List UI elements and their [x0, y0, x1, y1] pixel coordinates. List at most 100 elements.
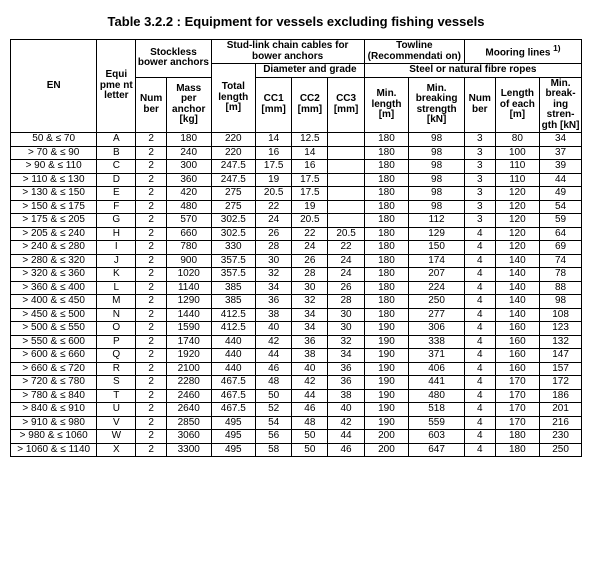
table-cell: 4: [464, 389, 495, 403]
table-cell: 160: [495, 322, 540, 336]
table-cell: 46: [328, 443, 364, 457]
table-cell: 495: [211, 443, 256, 457]
table-cell: 48: [256, 376, 292, 390]
table-cell: [328, 133, 364, 147]
table-cell: 1740: [166, 335, 211, 349]
table-cell: 38: [256, 308, 292, 322]
table-cell: 4: [464, 335, 495, 349]
table-cell: 44: [256, 349, 292, 363]
table-cell: 58: [256, 443, 292, 457]
table-cell: 660: [166, 227, 211, 241]
table-cell: 22: [292, 227, 328, 241]
table-cell: 300: [166, 160, 211, 174]
table-cell: 32: [292, 295, 328, 309]
table-cell: 2: [136, 133, 167, 147]
table-row: 50 & ≤ 70A21802201412.51809838034: [11, 133, 582, 147]
table-cell: 3: [464, 214, 495, 228]
table-cell: 357.5: [211, 254, 256, 268]
table-cell: > 90 & ≤ 110: [11, 160, 97, 174]
table-cell: 17.5: [256, 160, 292, 174]
table-cell: 207: [409, 268, 465, 282]
table-cell: 40: [256, 322, 292, 336]
table-cell: 132: [540, 335, 582, 349]
table-cell: 4: [464, 349, 495, 363]
table-cell: 3: [464, 133, 495, 147]
table-cell: > 240 & ≤ 280: [11, 241, 97, 255]
th-total-len: Total length [m]: [211, 64, 256, 133]
table-cell: A: [97, 133, 136, 147]
table-cell: 357.5: [211, 268, 256, 282]
table-cell: 4: [464, 362, 495, 376]
table-cell: 54: [540, 200, 582, 214]
table-cell: 190: [364, 362, 409, 376]
table-cell: 1590: [166, 322, 211, 336]
table-cell: 110: [495, 160, 540, 174]
table-cell: O: [97, 322, 136, 336]
table-cell: 180: [364, 146, 409, 160]
table-cell: [328, 200, 364, 214]
table-cell: 20.5: [292, 214, 328, 228]
table-cell: 200: [364, 430, 409, 444]
table-cell: 98: [409, 187, 465, 201]
table-cell: 22: [256, 200, 292, 214]
table-cell: 44: [328, 430, 364, 444]
table-cell: 34: [256, 281, 292, 295]
table-row: > 780 & ≤ 840T22460467.55044381904804170…: [11, 389, 582, 403]
table-cell: > 1060 & ≤ 1140: [11, 443, 97, 457]
table-cell: 160: [495, 349, 540, 363]
table-cell: 34: [292, 322, 328, 336]
table-cell: 180: [495, 443, 540, 457]
table-cell: 69: [540, 241, 582, 255]
table-cell: 2: [136, 403, 167, 417]
table-cell: G: [97, 214, 136, 228]
table-cell: 38: [328, 389, 364, 403]
table-cell: 14: [292, 146, 328, 160]
table-cell: 34: [292, 308, 328, 322]
table-cell: > 600 & ≤ 660: [11, 349, 97, 363]
table-cell: 3: [464, 146, 495, 160]
table-cell: 2850: [166, 416, 211, 430]
table-cell: 64: [540, 227, 582, 241]
table-cell: 52: [256, 403, 292, 417]
table-cell: 98: [540, 295, 582, 309]
table-cell: 17.5: [292, 173, 328, 187]
table-cell: 4: [464, 403, 495, 417]
th-cc2: CC2 [mm]: [292, 77, 328, 133]
table-row: > 550 & ≤ 600P21740440423632190338416013…: [11, 335, 582, 349]
table-cell: 4: [464, 254, 495, 268]
table-cell: C: [97, 160, 136, 174]
table-cell: 603: [409, 430, 465, 444]
table-cell: 518: [409, 403, 465, 417]
table-cell: > 175 & ≤ 205: [11, 214, 97, 228]
table-cell: 4: [464, 308, 495, 322]
th-cc3: CC3 [mm]: [328, 77, 364, 133]
table-cell: 140: [495, 254, 540, 268]
table-cell: 180: [166, 133, 211, 147]
table-cell: 371: [409, 349, 465, 363]
table-cell: M: [97, 295, 136, 309]
table-cell: 19: [256, 173, 292, 187]
table-cell: 385: [211, 281, 256, 295]
table-cell: 50 & ≤ 70: [11, 133, 97, 147]
table-cell: 170: [495, 389, 540, 403]
table-cell: 170: [495, 403, 540, 417]
table-cell: 1020: [166, 268, 211, 282]
table-cell: 3: [464, 187, 495, 201]
table-cell: 2: [136, 268, 167, 282]
table-cell: 200: [364, 443, 409, 457]
table-cell: 20.5: [328, 227, 364, 241]
table-cell: I: [97, 241, 136, 255]
table-cell: 900: [166, 254, 211, 268]
table-cell: X: [97, 443, 136, 457]
table-cell: 17.5: [292, 187, 328, 201]
table-cell: 28: [256, 241, 292, 255]
table-cell: 647: [409, 443, 465, 457]
table-cell: [328, 146, 364, 160]
table-cell: 420: [166, 187, 211, 201]
th-min-len: Min. length [m]: [364, 77, 409, 133]
table-cell: 170: [495, 376, 540, 390]
table-cell: > 110 & ≤ 130: [11, 173, 97, 187]
table-cell: 180: [364, 227, 409, 241]
table-cell: 2: [136, 281, 167, 295]
table-row: > 400 & ≤ 450M21290385363228180250414098: [11, 295, 582, 309]
